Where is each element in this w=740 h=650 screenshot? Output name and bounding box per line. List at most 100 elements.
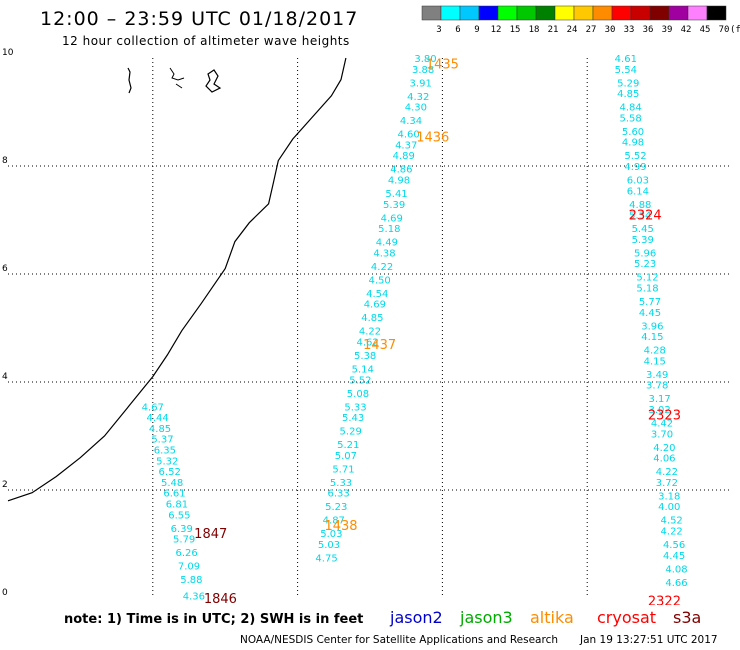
wave-height-value: 4.42 — [651, 419, 673, 430]
generated-timestamp: Jan 19 13:27:51 UTC 2017 — [580, 634, 718, 646]
wave-height-value: 5.39 — [632, 235, 654, 246]
wave-height-value: 5.41 — [385, 189, 407, 200]
wave-height-value: 4.37 — [395, 140, 417, 151]
wave-height-value: 4.06 — [653, 454, 675, 465]
wave-height-value: 3.49 — [646, 370, 668, 381]
scale-tick-label: 39 — [662, 25, 673, 35]
wave-height-value: 5.48 — [161, 478, 183, 489]
wave-height-value: 4.61 — [615, 54, 637, 65]
wave-height-value: 6.35 — [154, 446, 176, 457]
wave-height-value: 5.29 — [617, 78, 639, 89]
wave-height-value: 5.71 — [332, 464, 354, 475]
wave-height-value: 7.09 — [178, 562, 200, 573]
legend-cryosat: cryosat — [597, 608, 657, 627]
wave-height-value: 3.78 — [646, 381, 668, 392]
scale-tick-label: 33 — [624, 25, 635, 35]
wave-height-value: 3.88 — [412, 65, 434, 76]
scale-tick-label: 70 — [719, 25, 730, 35]
wave-height-value: 4.45 — [639, 308, 661, 319]
wave-height-value: 5.12 — [636, 273, 658, 284]
wave-height-value: 5.33 — [330, 478, 352, 489]
scale-tick-label: 24 — [567, 25, 578, 35]
wave-height-value: 5.08 — [347, 389, 369, 400]
map-subtitle: 12 hour collection of altimeter wave hei… — [62, 34, 350, 48]
island-shape — [205, 69, 222, 93]
wave-height-value: 4.98 — [622, 138, 644, 149]
wave-height-value: 6.39 — [171, 524, 193, 535]
wave-height-value: 4.36 — [183, 591, 205, 602]
wave-height-value: 5.34 — [629, 211, 651, 222]
scale-tick-label: 12 — [491, 25, 502, 35]
time-label-cryosat: 2324 — [629, 209, 662, 224]
footer-note: note: 1) Time is in UTC; 2) SWH is in fe… — [64, 612, 364, 627]
wave-height-value: 4.99 — [624, 162, 646, 173]
wave-height-value: 5.77 — [639, 297, 661, 308]
wave-height-value: 5.52 — [349, 375, 371, 386]
wave-height-value: 6.61 — [163, 489, 185, 500]
wave-height-value: 4.30 — [405, 103, 427, 114]
wave-height-value: 5.23 — [634, 259, 656, 270]
wave-height-value: 4.15 — [641, 332, 663, 343]
wave-height-value: 6.03 — [627, 176, 649, 187]
scale-tick-label: 6 — [455, 25, 460, 35]
scale-swatch — [706, 5, 727, 21]
wave-height-value: 3.17 — [648, 394, 670, 405]
wave-height-value: 4.54 — [366, 289, 388, 300]
wave-height-value: 4.22 — [359, 327, 381, 338]
wave-height-value: 4.89 — [393, 151, 415, 162]
time-label-s3a: 1846 — [204, 592, 237, 605]
wave-height-value: 5.43 — [342, 413, 364, 424]
scale-tick-label: 15 — [510, 25, 521, 35]
wave-height-value: 5.96 — [634, 248, 656, 259]
wave-height-value: 6.52 — [159, 467, 181, 478]
wave-height-value: 5.33 — [344, 402, 366, 413]
coastline — [7, 57, 347, 502]
wave-height-value: 4.67 — [142, 402, 164, 413]
wave-height-value: 4.86 — [390, 165, 412, 176]
wave-height-value: 5.79 — [173, 535, 195, 546]
time-label-cryosat: 2322 — [648, 595, 681, 605]
time-label-altika: 1437 — [363, 338, 396, 353]
wave-height-value: 5.54 — [615, 65, 637, 76]
wave-height-value: 4.84 — [620, 103, 642, 114]
wave-height-value: 4.75 — [315, 554, 337, 565]
scale-tick-label: 45 — [700, 25, 711, 35]
scale-tick-label: 21 — [548, 25, 559, 35]
wave-height-value: 5.29 — [340, 427, 362, 438]
wave-height-map: 45485154576002468104.674.444.855.376.355… — [2, 48, 732, 605]
wave-height-value: 4.69 — [381, 213, 403, 224]
wave-height-value: 6.14 — [627, 186, 649, 197]
wave-height-value: 5.03 — [320, 529, 342, 540]
legend-jason2: jason2 — [390, 608, 443, 627]
wave-height-value: 6.33 — [327, 489, 349, 500]
wave-height-value: 4.52 — [661, 516, 683, 527]
island-shape — [127, 67, 132, 94]
wave-height-value: 5.52 — [624, 151, 646, 162]
y-tick-label: 4 — [2, 372, 8, 382]
wave-height-value: 4.62 — [356, 338, 378, 349]
wave-height-value: 5.07 — [335, 451, 357, 462]
time-label-altika: 1436 — [416, 130, 449, 145]
wave-height-value: 5.14 — [352, 365, 374, 376]
y-tick-label: 0 — [2, 588, 8, 598]
scale-tick-label: 42 — [681, 25, 692, 35]
legend-jason3: jason3 — [460, 608, 513, 627]
wave-height-value: 3.91 — [410, 78, 432, 89]
wave-height-value: 3.18 — [658, 491, 680, 502]
scale-tick-label: 3 — [436, 25, 441, 35]
wave-height-value: 5.45 — [632, 224, 654, 235]
wave-height-value: 4.66 — [665, 578, 687, 589]
scale-unit: (ft) — [730, 25, 740, 35]
y-tick-label: 2 — [2, 480, 8, 490]
wave-height-value: 4.56 — [663, 540, 685, 551]
wave-height-value: 4.49 — [376, 238, 398, 249]
wave-height-value: 3.96 — [641, 321, 663, 332]
credit-line: NOAA/NESDIS Center for Satellite Applica… — [240, 634, 558, 646]
wave-height-value: 5.58 — [620, 113, 642, 124]
wave-height-value: 3.70 — [651, 429, 673, 440]
time-label-altika: 1438 — [324, 519, 357, 534]
wave-height-value: 4.34 — [400, 116, 422, 127]
wave-height-value: 4.38 — [373, 248, 395, 259]
wave-height-value: 3.02 — [648, 405, 670, 416]
